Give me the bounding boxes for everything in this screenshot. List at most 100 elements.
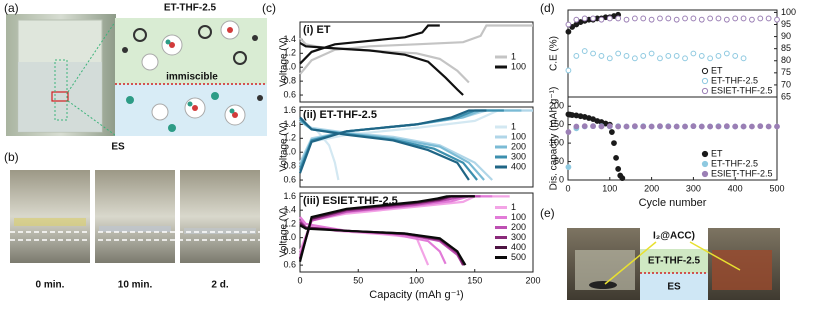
point xyxy=(608,129,615,135)
point xyxy=(673,53,680,59)
point xyxy=(698,16,705,23)
x-tick-label: 100 xyxy=(409,275,424,285)
point xyxy=(698,53,705,59)
point xyxy=(573,123,580,130)
legend-label: 300 xyxy=(511,232,526,242)
point xyxy=(623,123,630,130)
point xyxy=(606,15,613,22)
y-tick-label: 100 xyxy=(781,7,796,17)
legend-marker xyxy=(701,77,709,85)
y-axis-label: Voltage (V) xyxy=(279,37,290,86)
point xyxy=(707,15,714,22)
y-tick-label: 0.8 xyxy=(283,161,296,171)
point xyxy=(611,140,617,147)
y-tick-label: 50 xyxy=(554,156,564,166)
panel-label: (b) xyxy=(4,150,19,164)
point xyxy=(732,123,739,130)
point xyxy=(707,55,714,62)
photo-a xyxy=(6,14,267,136)
point xyxy=(657,15,663,22)
photo-e-label: ET-THF-2.5 xyxy=(648,256,701,267)
point xyxy=(774,123,780,130)
legend-label: ET xyxy=(711,148,723,158)
y-axis-label: Dis. capacity (mAh g⁻¹) xyxy=(549,87,560,191)
point xyxy=(648,123,655,130)
label-middle: immiscible xyxy=(166,72,218,83)
legend-label: 400 xyxy=(511,161,526,171)
legend-label: 100 xyxy=(511,61,526,71)
panel-label: (c) xyxy=(262,1,276,15)
point xyxy=(665,15,672,22)
point xyxy=(690,50,697,57)
point xyxy=(565,21,572,28)
x-tick-label: 0 xyxy=(565,183,570,193)
point xyxy=(740,55,747,62)
y-tick-label: 1.2 xyxy=(283,218,296,228)
series-line xyxy=(299,24,533,84)
point xyxy=(673,16,680,23)
point xyxy=(590,123,596,130)
photo-b-label: 10 min. xyxy=(118,280,153,291)
y-tick-label: 1.0 xyxy=(283,147,296,157)
x-tick-label: 50 xyxy=(353,275,363,285)
point xyxy=(665,53,672,59)
series-line xyxy=(298,109,487,181)
y-tick-label: 1.4 xyxy=(283,34,296,44)
legend-label: ET-THF-2.5 xyxy=(711,75,758,85)
point xyxy=(598,123,605,130)
y-tick-label: 0.6 xyxy=(283,174,296,184)
legend-marker xyxy=(701,67,709,75)
point xyxy=(732,53,739,59)
y-tick-label: 0.8 xyxy=(283,246,296,256)
plot-frame xyxy=(567,96,778,181)
y-tick-label: 200 xyxy=(549,101,564,111)
point xyxy=(623,16,630,23)
legend-label: 1 xyxy=(511,51,516,61)
legend-marker xyxy=(701,170,709,178)
point xyxy=(715,123,722,130)
point xyxy=(598,16,605,23)
point xyxy=(707,123,714,130)
point xyxy=(606,123,613,130)
point xyxy=(565,28,572,35)
legend-label: ET-THF-2.5 xyxy=(711,158,758,168)
chart-title: (iii) ESIET-THF-2.5 xyxy=(303,195,398,207)
y-tick-label: 1.6 xyxy=(283,191,296,201)
panel-label: (d) xyxy=(540,1,555,15)
point xyxy=(631,15,638,22)
y-tick-label: 100 xyxy=(549,137,564,147)
point xyxy=(723,16,730,23)
y-tick-label: 1.0 xyxy=(283,232,296,242)
point xyxy=(690,15,697,22)
legend-label: 200 xyxy=(511,141,526,151)
point xyxy=(657,123,663,130)
y-tick-label: 75 xyxy=(781,67,791,77)
point xyxy=(698,123,705,130)
y-tick-label: 1.0 xyxy=(283,62,296,72)
point xyxy=(615,166,622,172)
point xyxy=(573,16,580,23)
y-tick-label: 90 xyxy=(781,31,791,41)
y-tick-label: 1.2 xyxy=(283,48,296,58)
point xyxy=(723,50,730,57)
point xyxy=(615,15,622,22)
x-axis-label: Cycle number xyxy=(639,197,707,209)
y-tick-label: 85 xyxy=(781,43,791,53)
point xyxy=(623,53,630,59)
panel-label: (e) xyxy=(540,206,555,220)
point xyxy=(740,123,747,130)
y-tick-label: 65 xyxy=(781,91,791,101)
point xyxy=(631,123,638,130)
series-line xyxy=(298,195,475,266)
point xyxy=(590,15,596,22)
point xyxy=(749,123,755,130)
x-tick-label: 0 xyxy=(297,275,302,285)
photo-b-label: 0 min. xyxy=(36,280,65,291)
point xyxy=(565,129,572,135)
y-axis-label: Voltage (V) xyxy=(279,208,290,257)
point xyxy=(715,53,722,59)
point xyxy=(581,48,588,54)
y-tick-label: 0.6 xyxy=(283,89,296,99)
point xyxy=(615,123,622,130)
